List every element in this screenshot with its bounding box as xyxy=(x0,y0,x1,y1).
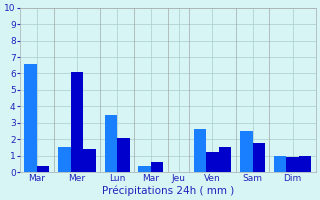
Bar xyxy=(194,129,206,172)
Bar xyxy=(105,115,117,172)
Bar xyxy=(286,157,299,172)
Bar xyxy=(151,162,164,172)
Bar xyxy=(24,64,37,172)
Bar xyxy=(117,138,130,172)
Bar xyxy=(299,156,311,172)
Bar xyxy=(71,72,83,172)
Bar xyxy=(206,152,219,172)
Bar xyxy=(252,143,265,172)
Bar xyxy=(274,156,286,172)
Bar xyxy=(219,147,231,172)
Bar xyxy=(138,166,151,172)
Bar xyxy=(58,147,71,172)
Bar xyxy=(240,131,252,172)
X-axis label: Précipitations 24h ( mm ): Précipitations 24h ( mm ) xyxy=(102,185,234,196)
Bar xyxy=(83,149,96,172)
Bar xyxy=(37,166,49,172)
